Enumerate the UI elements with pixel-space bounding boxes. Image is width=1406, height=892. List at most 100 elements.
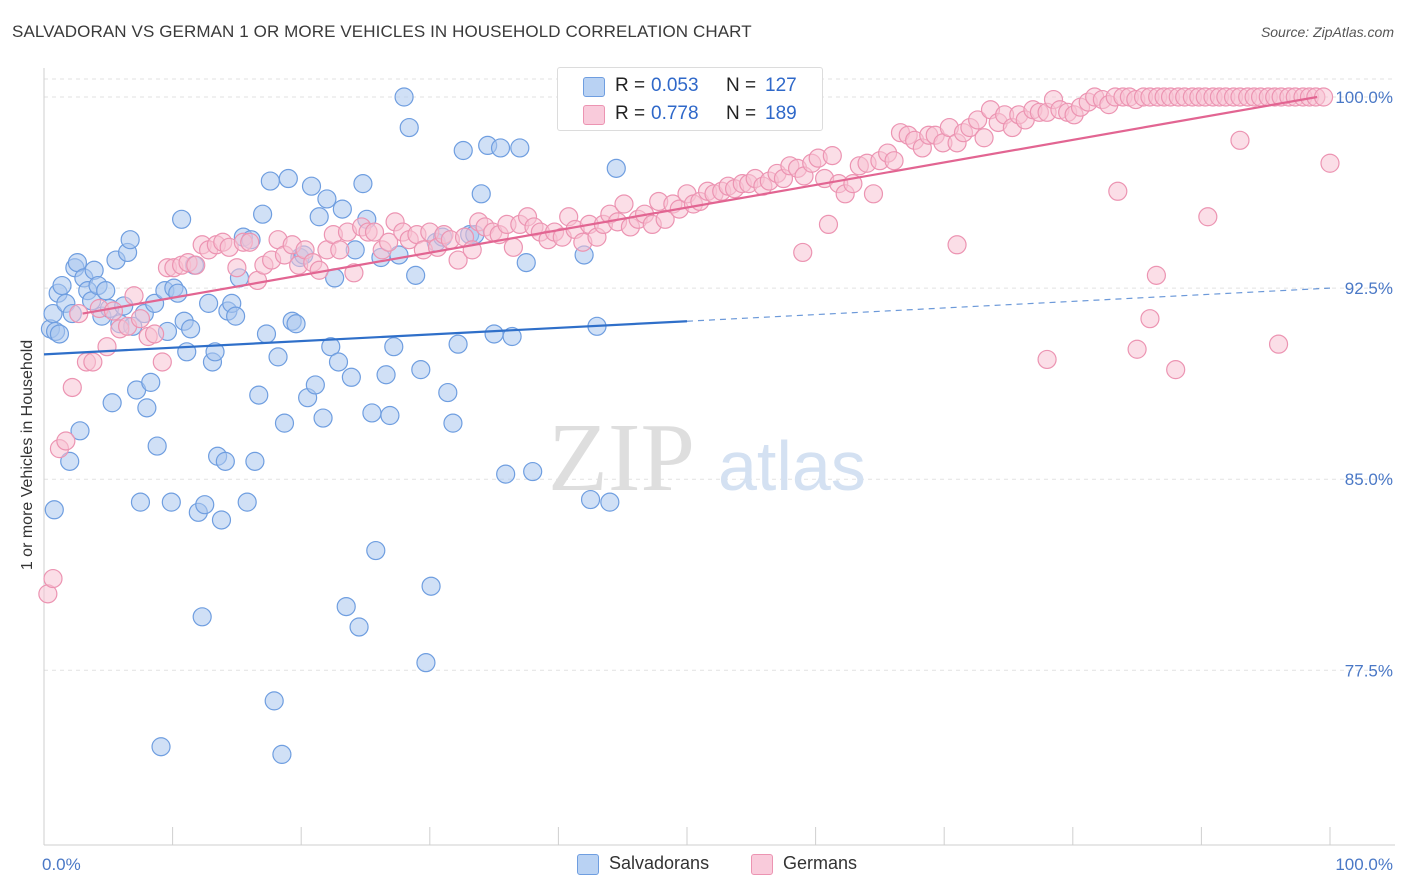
n-label: N = (726, 103, 757, 124)
german-point (62, 377, 82, 398)
german-point (884, 151, 904, 171)
salvadoran-point (181, 319, 201, 339)
salvadoran-trend-line (43, 320, 688, 356)
salvadoran-point (120, 230, 140, 250)
salvadoran-point (606, 158, 626, 178)
watermark: ZIP atlas (548, 404, 866, 512)
salvadoran-point (349, 617, 369, 637)
german-point (144, 324, 165, 344)
salvadoran-point (516, 253, 536, 273)
german-swatch (583, 105, 605, 125)
salvadoran-point (317, 189, 337, 209)
salvadoran-point (411, 360, 431, 380)
salvadoran-point (278, 168, 298, 189)
salvadoran-point (332, 199, 352, 219)
watermark-atlas: atlas (718, 427, 866, 505)
salvadoran-point (309, 207, 329, 227)
german-point (503, 237, 523, 257)
r-value: 0.778 (651, 103, 699, 124)
german-point (152, 352, 172, 372)
salvadoran-point (137, 398, 157, 418)
salvadoran-point (205, 342, 225, 362)
y-tick-label: 85.0% (1345, 470, 1393, 489)
german-point (1320, 153, 1340, 173)
salvadoran-point (362, 403, 382, 423)
german-point (379, 232, 399, 252)
salvadoran-point (268, 347, 288, 367)
salvadoran-point (384, 337, 404, 357)
german-point (1198, 207, 1218, 227)
salvadoran-point (484, 324, 504, 344)
salvadoran-point (237, 492, 257, 512)
salvadoran-point (443, 413, 463, 433)
salvadoran-point (376, 365, 396, 385)
german-point (124, 286, 144, 306)
chart-title: SALVADORAN VS GERMAN 1 OR MORE VEHICLES … (12, 22, 752, 41)
x-tick-label: 100.0% (1335, 855, 1393, 874)
salvadoran-point (130, 492, 151, 512)
german-trend-line (82, 95, 1318, 315)
salvadoran-point (96, 281, 116, 301)
german-point (947, 235, 967, 255)
watermark-zip: ZIP (548, 404, 695, 512)
salvadoran-point (353, 174, 373, 194)
salvadoran-point (161, 492, 181, 512)
salvadoran-point (406, 265, 426, 285)
salvadoran-trend-extension (686, 287, 1331, 322)
salvadoran-point (580, 489, 601, 510)
salvadoran-swatch (583, 77, 605, 97)
german-point (330, 240, 350, 260)
salvadoran-swatch (577, 854, 599, 875)
salvadoran-point (211, 510, 232, 530)
german-point (186, 255, 206, 275)
german-point (863, 184, 884, 204)
salvadoran-point (253, 204, 273, 224)
salvadoran-point (471, 184, 491, 204)
salvadoran-point (321, 337, 341, 357)
salvadoran-point (274, 413, 295, 433)
n-value: 189 (765, 103, 797, 124)
r-label: R = (615, 103, 646, 124)
german-point (1037, 349, 1057, 370)
salvadoran-point (438, 382, 458, 403)
german-point (344, 263, 364, 283)
salvadoran-point (172, 209, 192, 229)
salvadoran-point (453, 140, 473, 161)
r-value: 0.053 (651, 75, 699, 96)
salvadoran-point (380, 405, 400, 426)
salvadoran-point (305, 375, 325, 395)
salvadoran-point (177, 342, 197, 362)
salvadoran-point (341, 367, 361, 387)
salvadoran-point (490, 138, 511, 158)
legend-label: Salvadorans (609, 853, 710, 873)
german-point (1140, 309, 1160, 329)
german-point (1166, 360, 1186, 380)
german-point (974, 128, 994, 148)
gridlines (44, 78, 1395, 671)
german-point (83, 352, 103, 372)
salvadoran-point (249, 385, 269, 405)
german-point (1146, 265, 1166, 285)
legend-label: Germans (783, 853, 858, 873)
salvadoran-point (286, 314, 306, 334)
german-point (822, 146, 842, 166)
salvadoran-point (510, 138, 530, 158)
salvadoran-points (40, 87, 626, 764)
salvadoran-point (199, 293, 219, 313)
y-axis-label: 1 or more Vehicles in Household (19, 340, 36, 570)
salvadoran-point (260, 171, 280, 191)
salvadoran-point (313, 408, 333, 428)
german-point (97, 337, 117, 357)
german-point (1108, 181, 1128, 201)
salvadoran-point (366, 540, 386, 561)
salvadoran-point (399, 117, 419, 138)
legend-row-salvadorans: R = 0.053 N = 127 (558, 72, 822, 100)
salvadoran-point (394, 87, 414, 107)
x-tick-label: 0.0% (42, 855, 81, 874)
salvadoran-point (328, 352, 349, 372)
german-swatch (751, 854, 773, 875)
german-point (227, 258, 247, 278)
legend-row-germans: R = 0.778 N = 189 (558, 100, 822, 128)
salvadoran-point (448, 334, 468, 354)
